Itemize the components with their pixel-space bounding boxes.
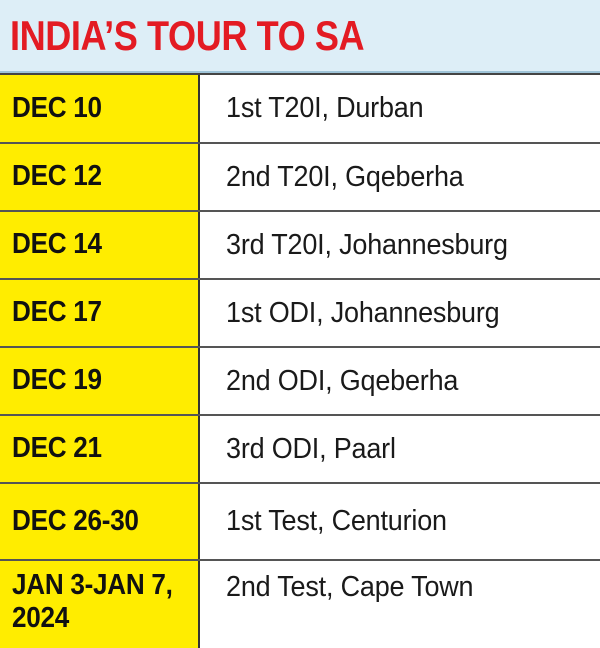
row-divider [0,414,600,416]
schedule-row: DEC 17 1st ODI, Johannesburg [0,280,600,346]
schedule-table: DEC 10 1st T20I, Durban DEC 12 2nd T20I,… [0,73,600,648]
match-event: 2nd T20I, Gqeberha [200,144,600,210]
match-event: 3rd ODI, Paarl [200,416,600,482]
match-event: 1st Test, Centurion [200,484,600,559]
match-event: 2nd ODI, Gqeberha [200,348,600,414]
schedule-row: DEC 21 3rd ODI, Paarl [0,416,600,482]
match-date: DEC 21 [0,416,200,482]
match-date: DEC 12 [0,144,200,210]
row-divider [0,559,600,561]
schedule-row: DEC 12 2nd T20I, Gqeberha [0,144,600,210]
schedule-row: DEC 10 1st T20I, Durban [0,75,600,142]
match-date: DEC 17 [0,280,200,346]
schedule-row: DEC 26-30 1st Test, Centurion [0,484,600,559]
match-event: 1st ODI, Johannesburg [200,280,600,346]
row-divider [0,482,600,484]
graphic-title: INDIA’S TOUR TO SA [10,11,365,59]
schedule-row: DEC 19 2nd ODI, Gqeberha [0,348,600,414]
row-divider [0,278,600,280]
match-event: 3rd T20I, Johannesburg [200,212,600,278]
row-divider [0,142,600,144]
schedule-row: JAN 3-JAN 7, 2024 2nd Test, Cape Town [0,561,600,648]
match-date: JAN 3-JAN 7, 2024 [0,561,200,648]
row-divider [0,210,600,212]
match-date: DEC 10 [0,75,200,142]
match-event: 2nd Test, Cape Town [200,561,600,648]
match-date: DEC 19 [0,348,200,414]
schedule-row: DEC 14 3rd T20I, Johannesburg [0,212,600,278]
match-event: 1st T20I, Durban [200,75,600,142]
header-banner: INDIA’S TOUR TO SA [0,0,600,73]
match-date: DEC 26-30 [0,484,200,559]
match-date: DEC 14 [0,212,200,278]
row-divider [0,346,600,348]
